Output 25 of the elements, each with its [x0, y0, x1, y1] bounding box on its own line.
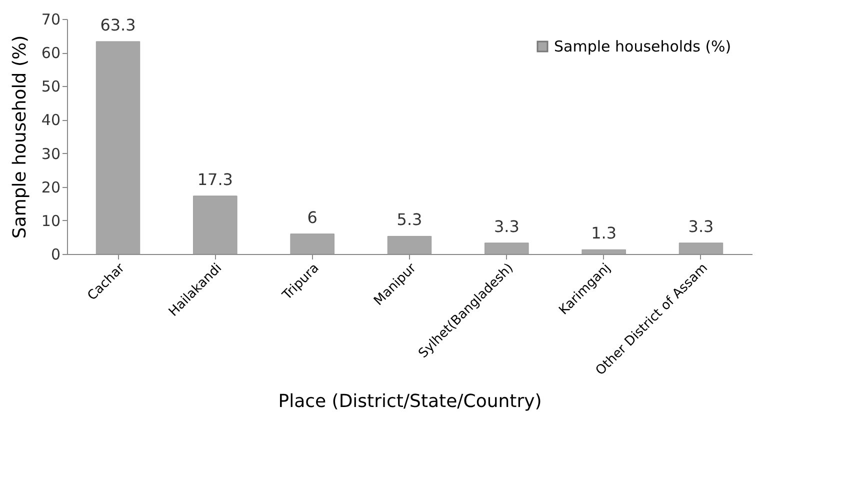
data-label: 6: [307, 208, 318, 227]
bar: [387, 236, 432, 254]
y-tick-label: 10: [41, 212, 60, 230]
y-tick-label: 40: [41, 111, 60, 130]
legend-label: Sample households (%): [554, 38, 732, 56]
data-label: 3.3: [494, 216, 520, 236]
data-label: 1.3: [591, 224, 617, 243]
x-axis-title: Place (District/State/Country): [278, 390, 542, 412]
bar: [290, 234, 334, 254]
bar: [96, 41, 140, 254]
y-tick-label: 30: [41, 144, 60, 163]
y-tick-label: 50: [41, 78, 60, 96]
data-label: 5.3: [396, 210, 422, 230]
y-tick-label: 0: [50, 246, 60, 264]
data-label: 63.3: [100, 15, 136, 34]
y-tick-label: 60: [41, 44, 60, 62]
bar: [678, 242, 724, 254]
bar: [193, 196, 238, 254]
data-label: 3.3: [688, 216, 714, 236]
bar: [582, 249, 626, 254]
y-tick-label: 20: [41, 178, 60, 196]
bar: [484, 242, 529, 254]
y-tick-label: 70: [41, 10, 60, 28]
data-label: 17.3: [197, 170, 233, 189]
y-axis-title: Sample household (%): [9, 35, 30, 239]
